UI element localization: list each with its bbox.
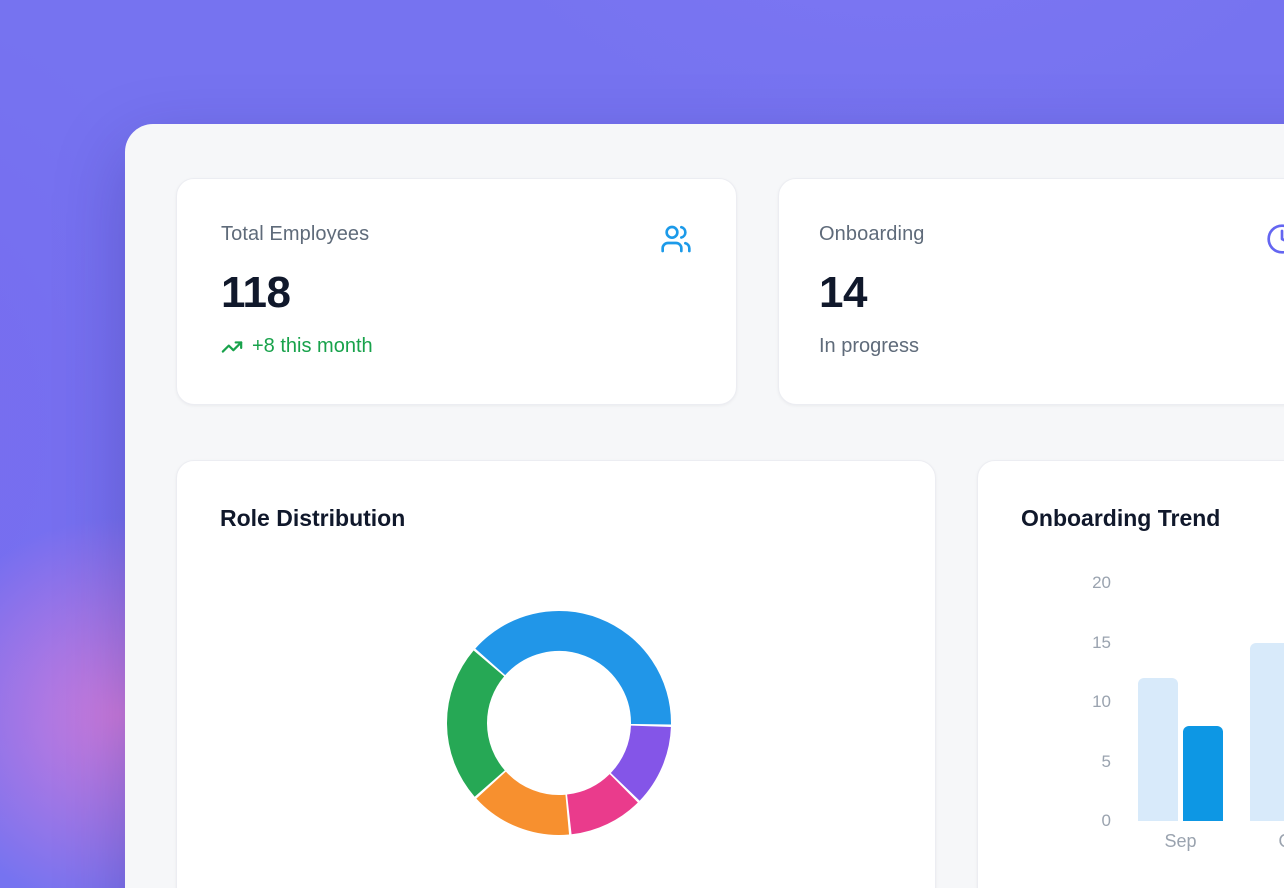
y-axis-tick-10: 10 [1092,692,1111,711]
onboarding-trend-bar-chart: 20 15 10 5 0 Sep Oct [978,461,1284,888]
x-axis-label-sep: Sep [1164,831,1197,851]
onboarding-value: 14 [819,268,867,317]
total-employees-card: Total Employees 118 [176,178,737,405]
bar-sep-series-2[interactable] [1183,725,1223,821]
x-axis-label-oct: Oct [1230,831,1284,852]
y-axis-tick-0: 0 [1101,811,1111,830]
y-axis-tick-5: 5 [1101,751,1111,771]
users-icon [660,223,692,255]
y-axis-tick-20: 20 [1092,573,1111,592]
bar-sep-series-1[interactable] [1138,678,1178,821]
onboarding-sub: In progress [819,335,920,357]
donut-segment-2[interactable] [566,773,638,835]
onboarding-card: Onboarding 14 In progress [778,178,1284,405]
donut-segment-1[interactable] [610,724,671,801]
clock-icon [1266,223,1284,255]
total-employees-label: Total Employees [221,223,370,245]
total-employees-value: 118 [221,268,291,317]
total-employees-change-text: +8 this month [252,335,373,357]
donut-segment-0[interactable] [475,611,671,725]
y-axis-tick-15: 15 [1092,632,1111,652]
role-distribution-title: Role Distribution [220,505,406,531]
role-distribution-card: Role Distribution [176,460,936,888]
bar-oct-series-1[interactable] [1250,642,1284,821]
trending-up-icon [221,336,243,358]
onboarding-label: Onboarding [819,223,925,245]
donut-segment-4[interactable] [447,650,506,797]
donut-segment-3[interactable] [476,771,570,835]
onboarding-trend-card: Onboarding Trend 20 15 10 5 0 Sep Oct [977,460,1284,888]
total-employees-change: +8 this month [221,335,692,358]
dashboard-panel: Total Employees 118 [125,124,1284,888]
onboarding-trend-title: Onboarding Trend [1021,505,1221,531]
role-distribution-donut-chart [447,611,671,835]
